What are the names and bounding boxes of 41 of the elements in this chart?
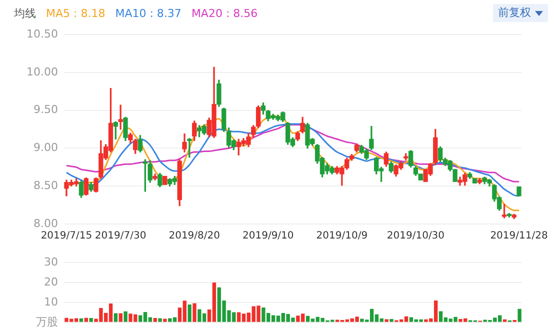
bar bbox=[79, 318, 84, 322]
y-tick-label: 8.50 bbox=[34, 178, 58, 192]
y-tick-label: 20 bbox=[44, 275, 58, 288]
bar bbox=[158, 318, 162, 322]
text: MA20 : 8.56 bbox=[191, 7, 258, 20]
candlestick bbox=[472, 178, 478, 184]
bar bbox=[502, 319, 507, 322]
y-tick-label: 8.00 bbox=[34, 216, 58, 230]
bar bbox=[118, 313, 122, 322]
x-tick-label: 2019/10/9 bbox=[316, 230, 368, 242]
candlestick bbox=[162, 176, 168, 185]
x-tick-label: 2019/11/28 bbox=[490, 230, 548, 242]
bar bbox=[89, 318, 93, 322]
bar bbox=[384, 319, 388, 322]
text: MA5 : 8.18 bbox=[46, 7, 106, 20]
y-tick-label: 30 bbox=[44, 255, 58, 268]
y-tick-label: 9.50 bbox=[34, 103, 58, 116]
x-tick-label: 2019/10/30 bbox=[386, 230, 445, 242]
line-series bbox=[66, 124, 520, 182]
x-tick-label: 2019/7/15 bbox=[40, 230, 92, 242]
bar bbox=[188, 304, 192, 322]
bar bbox=[192, 303, 196, 322]
y-tick-label: 10.50 bbox=[26, 27, 58, 40]
bar bbox=[163, 318, 167, 322]
bar bbox=[114, 313, 118, 322]
bar bbox=[153, 318, 157, 322]
text: 前复权 bbox=[498, 5, 531, 21]
x-tick-label: 2019/7/30 bbox=[94, 230, 146, 242]
x-tick-label: 2019/9/10 bbox=[242, 230, 294, 242]
bar bbox=[124, 311, 128, 322]
y-tick-label: 10.00 bbox=[26, 65, 58, 78]
text: MA10 : 8.37 bbox=[115, 7, 182, 20]
y-tick-label: 万股 bbox=[36, 315, 58, 328]
bar bbox=[84, 318, 88, 322]
bar bbox=[518, 308, 522, 322]
y-tick-label: 9.00 bbox=[34, 141, 58, 154]
x-tick-label: 2019/8/20 bbox=[168, 230, 220, 242]
bar bbox=[390, 319, 394, 322]
legend-title: 均线 bbox=[14, 7, 36, 20]
y-tick-label: 10 bbox=[44, 295, 58, 308]
candlestick bbox=[516, 186, 522, 196]
